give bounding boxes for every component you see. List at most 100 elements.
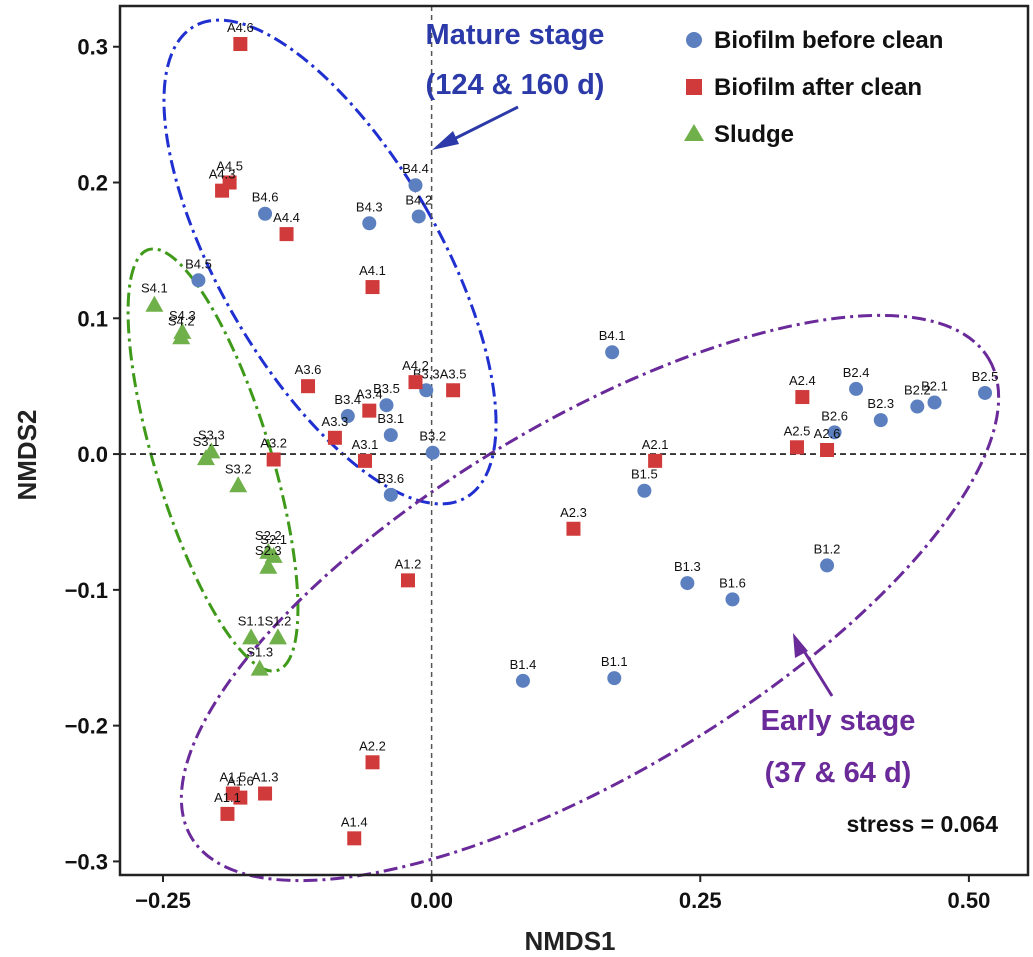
point-label-S4.2: S4.2 xyxy=(168,313,195,328)
point-S4.2 xyxy=(172,328,191,345)
legend-label-biofilm-after: Biofilm after clean xyxy=(714,74,922,101)
legend-marker-circle xyxy=(686,32,702,48)
point-label-B2.5: B2.5 xyxy=(972,369,999,384)
point-B2.3 xyxy=(873,413,888,428)
point-label-B1.1: B1.1 xyxy=(601,654,628,669)
annotation-early-stage: Early stage (37 & 64 d) xyxy=(761,633,916,789)
point-label-A2.4: A2.4 xyxy=(789,373,816,388)
annotation-early-arrowhead xyxy=(793,633,808,658)
point-A2.1 xyxy=(648,453,663,468)
point-label-S1.2: S1.2 xyxy=(265,613,292,628)
legend: Biofilm before clean Biofilm after clean… xyxy=(684,27,943,148)
point-label-A2.6: A2.6 xyxy=(814,426,841,441)
point-label-A3.6: A3.6 xyxy=(295,362,322,377)
point-B1.6 xyxy=(725,592,740,607)
point-label-B3.1: B3.1 xyxy=(377,411,404,426)
point-S1.1 xyxy=(242,628,261,645)
point-S2.3 xyxy=(259,557,278,574)
point-label-B2.2: B2.2 xyxy=(904,383,931,398)
point-S1.2 xyxy=(268,628,287,645)
point-S4.1 xyxy=(145,295,164,312)
point-label-B1.2: B1.2 xyxy=(814,541,841,556)
point-label-S2.3: S2.3 xyxy=(255,543,282,558)
x-tick-label: 0.00 xyxy=(410,888,453,913)
point-label-B4.1: B4.1 xyxy=(599,328,626,343)
point-label-A4.1: A4.1 xyxy=(359,263,386,278)
point-B2.4 xyxy=(849,381,864,396)
point-label-A3.2: A3.2 xyxy=(260,436,287,451)
point-A4.1 xyxy=(365,280,380,295)
point-label-S2.1: S2.1 xyxy=(260,532,287,547)
point-S1.3 xyxy=(250,659,269,676)
point-B4.3 xyxy=(362,216,377,231)
point-label-B2.6: B2.6 xyxy=(821,408,848,423)
point-B1.4 xyxy=(515,673,530,688)
point-B3.4 xyxy=(340,409,355,424)
y-tick-label: −0.2 xyxy=(65,714,108,739)
point-A2.6 xyxy=(820,443,835,458)
point-B4.4 xyxy=(408,178,423,193)
point-label-B1.5: B1.5 xyxy=(631,467,658,482)
point-B3.3 xyxy=(419,383,434,398)
point-label-A1.2: A1.2 xyxy=(395,556,422,571)
point-S3.1 xyxy=(196,449,215,466)
ellipse-early xyxy=(179,313,1001,883)
point-B1.1 xyxy=(607,671,622,686)
point-A4.2 xyxy=(408,375,423,390)
point-label-B1.4: B1.4 xyxy=(510,657,537,672)
point-A2.2 xyxy=(365,755,380,770)
point-label-B3.6: B3.6 xyxy=(377,471,404,486)
point-B4.6 xyxy=(258,206,273,221)
legend-marker-square xyxy=(686,79,702,95)
point-B2.1 xyxy=(927,395,942,410)
point-label-A4.3: A4.3 xyxy=(209,167,236,182)
stress-label: stress = 0.064 xyxy=(846,811,998,837)
x-axis-ticks: −0.25 0.00 0.25 0.50 xyxy=(135,875,990,913)
point-A2.4 xyxy=(795,390,810,405)
legend-label-biofilm-before: Biofilm before clean xyxy=(714,27,943,54)
ellipse-sludge xyxy=(126,247,300,673)
point-label-A1.1: A1.1 xyxy=(214,790,241,805)
y-tick-label: −0.1 xyxy=(65,578,108,603)
point-A4.4 xyxy=(279,227,294,242)
annotation-mature-stage: Mature stage (124 & 160 d) xyxy=(426,19,605,150)
point-A1.1 xyxy=(220,806,235,821)
y-tick-label: 0.3 xyxy=(77,35,108,60)
point-label-B3.5: B3.5 xyxy=(373,381,400,396)
point-label-B4.5: B4.5 xyxy=(185,256,212,271)
point-label-B3.2: B3.2 xyxy=(419,429,446,444)
point-A3.5 xyxy=(446,383,461,398)
point-A3.2 xyxy=(266,452,281,467)
point-A2.5 xyxy=(789,440,804,455)
annotation-early-line1: Early stage xyxy=(761,705,916,737)
point-A3.1 xyxy=(357,453,372,468)
point-A3.3 xyxy=(327,430,342,445)
point-label-A3.1: A3.1 xyxy=(352,437,379,452)
point-label-B2.4: B2.4 xyxy=(843,365,870,380)
point-label-S4.1: S4.1 xyxy=(141,281,168,296)
point-label-A4.6: A4.6 xyxy=(227,20,254,35)
point-B4.5 xyxy=(191,273,206,288)
y-tick-label: 0.1 xyxy=(77,306,108,331)
point-S2.1 xyxy=(264,546,283,563)
annotation-early-line2: (37 & 64 d) xyxy=(765,757,912,789)
point-label-A4.2: A4.2 xyxy=(402,358,429,373)
x-tick-label: 0.25 xyxy=(679,888,722,913)
point-label-S1.3: S1.3 xyxy=(246,645,273,660)
point-label-B1.3: B1.3 xyxy=(674,559,701,574)
point-label-B4.3: B4.3 xyxy=(356,199,383,214)
point-label-B3.4: B3.4 xyxy=(334,392,361,407)
x-axis-title: NMDS1 xyxy=(524,926,615,956)
point-label-A2.5: A2.5 xyxy=(784,423,811,438)
x-tick-label: −0.25 xyxy=(135,888,191,913)
annotation-mature-line2: (124 & 160 d) xyxy=(426,69,605,101)
point-A1.4 xyxy=(347,831,362,846)
point-label-B4.2: B4.2 xyxy=(405,192,432,207)
point-B1.5 xyxy=(637,483,652,498)
annotation-mature-line1: Mature stage xyxy=(426,19,605,51)
point-label-A3.4: A3.4 xyxy=(356,387,383,402)
point-label-A3.5: A3.5 xyxy=(440,366,467,381)
point-A2.3 xyxy=(566,521,581,536)
point-B3.6 xyxy=(383,487,398,502)
